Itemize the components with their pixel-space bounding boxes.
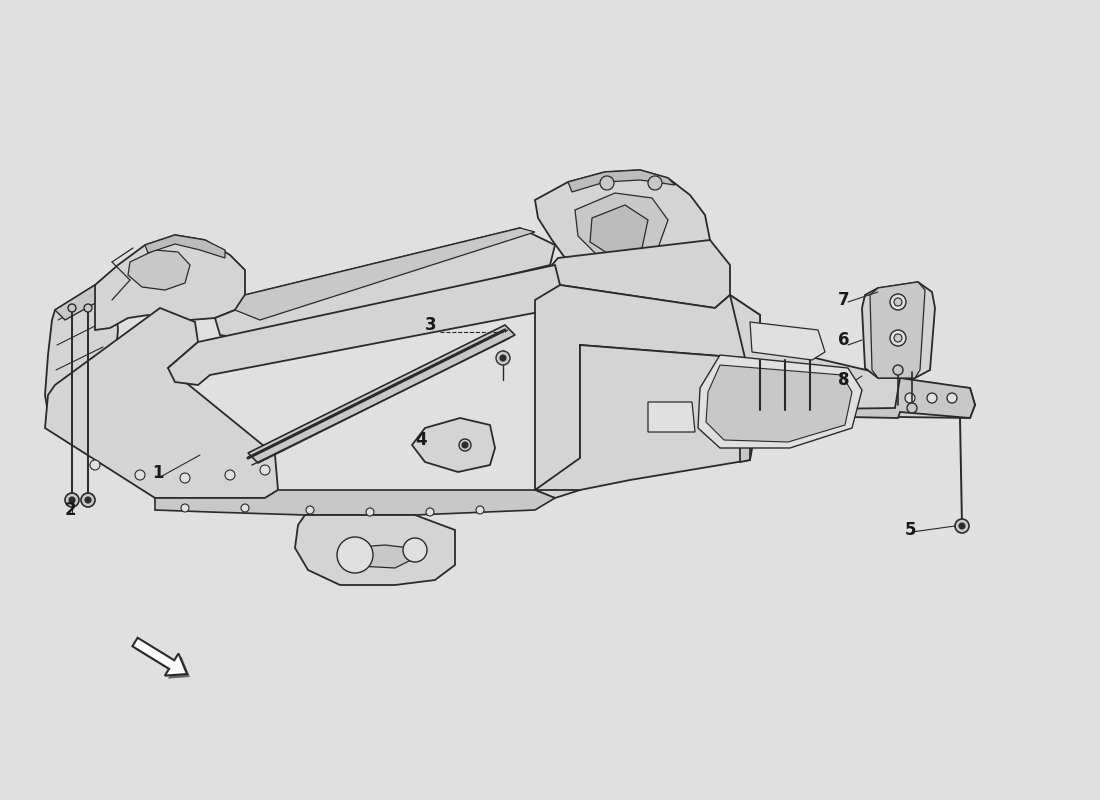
Text: 2: 2 bbox=[65, 501, 77, 519]
Polygon shape bbox=[45, 308, 278, 498]
Polygon shape bbox=[412, 418, 495, 472]
Circle shape bbox=[894, 334, 902, 342]
Circle shape bbox=[337, 537, 373, 573]
Circle shape bbox=[260, 465, 270, 475]
Circle shape bbox=[68, 304, 76, 312]
Polygon shape bbox=[95, 235, 245, 330]
Polygon shape bbox=[706, 365, 852, 442]
Polygon shape bbox=[750, 322, 825, 360]
Polygon shape bbox=[214, 228, 556, 338]
Text: 1: 1 bbox=[152, 464, 164, 482]
Polygon shape bbox=[740, 378, 975, 462]
Circle shape bbox=[959, 523, 965, 529]
Circle shape bbox=[927, 393, 937, 403]
Polygon shape bbox=[568, 170, 675, 192]
Circle shape bbox=[426, 508, 434, 516]
Polygon shape bbox=[535, 170, 710, 285]
Text: 5: 5 bbox=[905, 521, 916, 539]
Polygon shape bbox=[535, 285, 760, 498]
Polygon shape bbox=[295, 515, 455, 585]
Circle shape bbox=[496, 351, 510, 365]
Circle shape bbox=[459, 439, 471, 451]
Circle shape bbox=[890, 294, 906, 310]
Circle shape bbox=[403, 538, 427, 562]
Circle shape bbox=[226, 470, 235, 480]
Text: 3: 3 bbox=[425, 316, 437, 334]
Circle shape bbox=[890, 330, 906, 346]
Circle shape bbox=[500, 355, 506, 361]
Polygon shape bbox=[248, 325, 515, 463]
Polygon shape bbox=[590, 205, 648, 258]
Circle shape bbox=[241, 504, 249, 512]
Polygon shape bbox=[648, 402, 695, 432]
Circle shape bbox=[462, 442, 468, 448]
Polygon shape bbox=[535, 295, 975, 490]
Circle shape bbox=[947, 393, 957, 403]
Text: 6: 6 bbox=[838, 331, 849, 349]
Circle shape bbox=[69, 497, 75, 503]
Polygon shape bbox=[862, 282, 935, 378]
Polygon shape bbox=[128, 250, 190, 290]
FancyArrow shape bbox=[135, 641, 190, 678]
Polygon shape bbox=[168, 265, 560, 385]
Polygon shape bbox=[698, 355, 862, 448]
Circle shape bbox=[306, 506, 313, 514]
Circle shape bbox=[648, 176, 662, 190]
Text: 8: 8 bbox=[838, 371, 849, 389]
Circle shape bbox=[476, 506, 484, 514]
Polygon shape bbox=[55, 285, 108, 320]
Polygon shape bbox=[155, 490, 556, 515]
Polygon shape bbox=[340, 545, 415, 568]
Circle shape bbox=[893, 365, 903, 375]
Circle shape bbox=[182, 504, 189, 512]
Polygon shape bbox=[870, 282, 925, 378]
Circle shape bbox=[81, 493, 95, 507]
Text: 4: 4 bbox=[415, 431, 427, 449]
Polygon shape bbox=[145, 235, 226, 258]
Polygon shape bbox=[575, 193, 668, 260]
Circle shape bbox=[85, 497, 91, 503]
Circle shape bbox=[180, 473, 190, 483]
Circle shape bbox=[908, 403, 917, 413]
Circle shape bbox=[600, 176, 614, 190]
Polygon shape bbox=[235, 228, 535, 320]
Text: 7: 7 bbox=[838, 291, 849, 309]
Circle shape bbox=[366, 508, 374, 516]
Polygon shape bbox=[552, 240, 730, 308]
Polygon shape bbox=[45, 285, 118, 438]
Circle shape bbox=[894, 298, 902, 306]
FancyArrow shape bbox=[132, 638, 187, 676]
Circle shape bbox=[90, 460, 100, 470]
Circle shape bbox=[955, 519, 969, 533]
Circle shape bbox=[135, 470, 145, 480]
Circle shape bbox=[65, 493, 79, 507]
Circle shape bbox=[905, 393, 915, 403]
Circle shape bbox=[84, 304, 92, 312]
